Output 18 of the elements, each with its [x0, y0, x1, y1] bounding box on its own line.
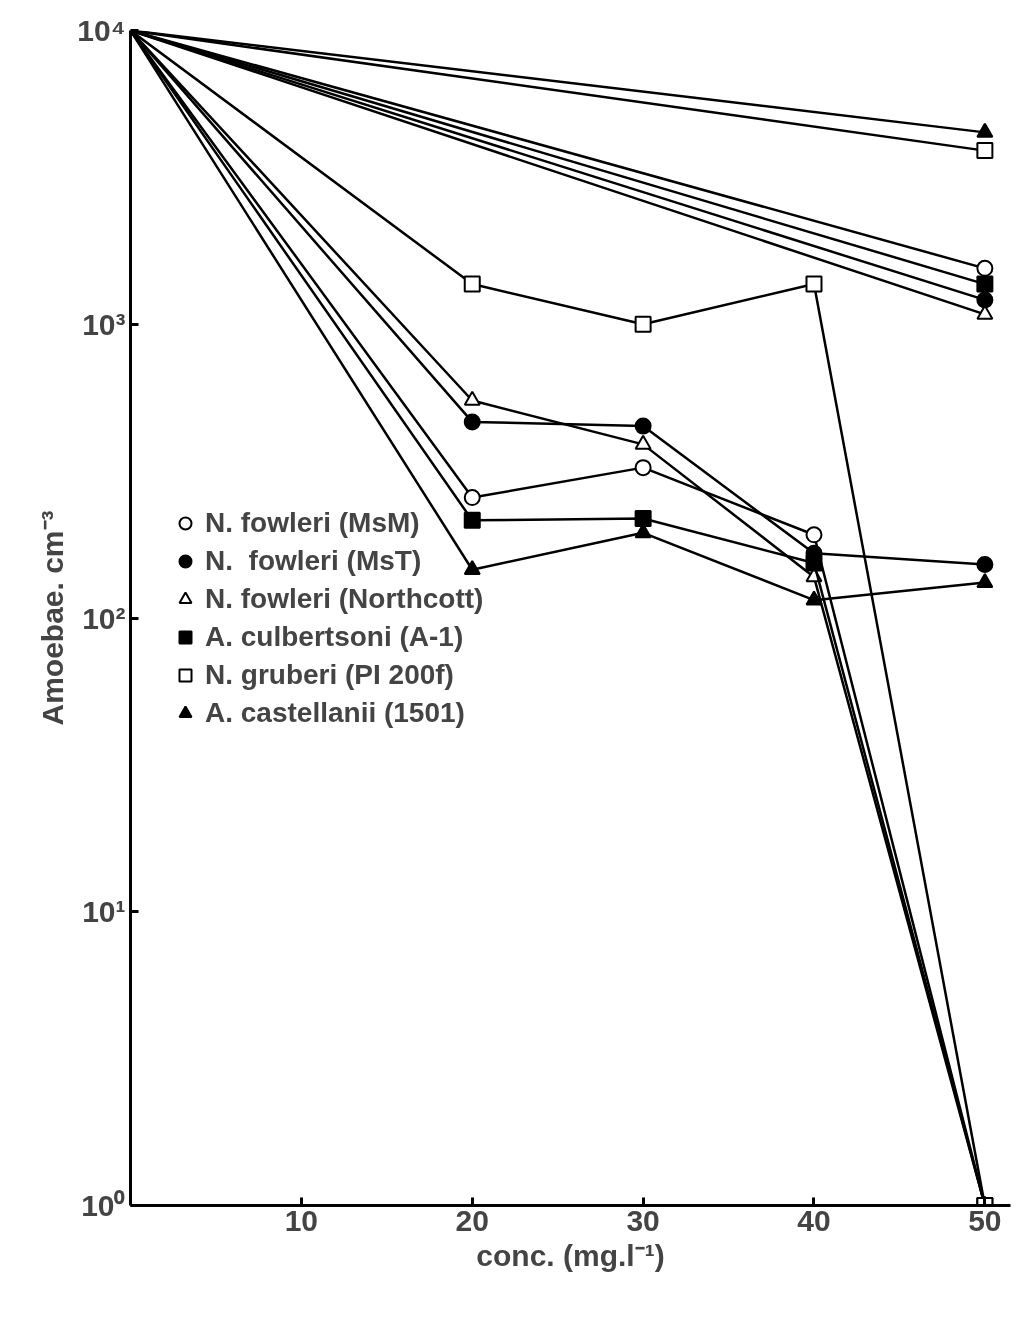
y-axis-title: Amoebae. cm⁻³	[36, 510, 70, 726]
x-tick-label: 40	[797, 1203, 831, 1237]
y-tick-label: 10²	[82, 601, 126, 635]
y-tick-label: 10³	[82, 307, 126, 341]
y-tick-label: 10¹	[82, 895, 126, 929]
x-tick-label: 30	[626, 1203, 660, 1237]
legend-label: A. castellanii (1501)	[205, 696, 465, 729]
x-tick-label: 10	[284, 1203, 319, 1237]
x-axis-title: conc. (mg.l⁻¹)	[476, 1238, 665, 1272]
legend-label: A. culbertsoni (A-1)	[205, 620, 464, 653]
x-tick-label: 20	[455, 1203, 489, 1237]
legend-label: N. gruberi (PI 200f)	[205, 658, 454, 691]
x-tick-label: 50	[968, 1203, 1002, 1237]
legend-label: N. fowleri (Northcott)	[205, 582, 484, 615]
y-tick-label: 10⁰	[81, 1189, 126, 1222]
legend-label: N. fowleri (MsM)	[205, 506, 420, 539]
y-tick-label: 10⁴	[77, 14, 126, 47]
legend-label: N. fowleri (MsT)	[205, 544, 422, 577]
